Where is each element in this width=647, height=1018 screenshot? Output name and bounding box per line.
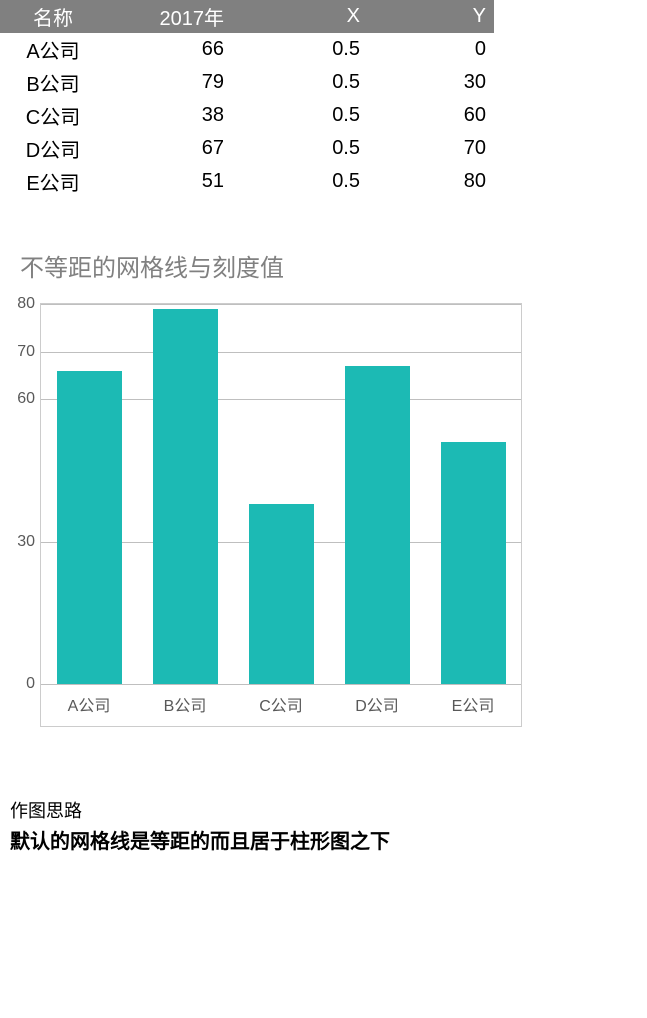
- table-cell: C公司: [0, 99, 106, 132]
- table-header-cell: 名称: [0, 0, 106, 33]
- table-row: C公司380.560: [0, 99, 494, 132]
- data-table: 名称2017年XY A公司660.50B公司790.530C公司380.560D…: [0, 0, 494, 198]
- table-cell: 67: [106, 132, 232, 165]
- table-header-cell: X: [232, 0, 368, 33]
- table-cell: 70: [368, 132, 494, 165]
- table-cell: 0: [368, 33, 494, 66]
- chart-bars: [41, 304, 521, 684]
- chart-x-tick-label: B公司: [153, 692, 218, 716]
- table-cell: 60: [368, 99, 494, 132]
- table-cell: 0.5: [232, 132, 368, 165]
- chart-bar: [441, 442, 506, 684]
- chart-y-tick-label: 70: [17, 343, 41, 361]
- table-cell: 79: [106, 66, 232, 99]
- chart-x-axis: A公司 B公司 C公司 D公司 E公司: [41, 684, 521, 716]
- chart-bar: [249, 504, 314, 685]
- table-header-cell: Y: [368, 0, 494, 33]
- table-row: D公司670.570: [0, 132, 494, 165]
- table-cell: 66: [106, 33, 232, 66]
- table-row: E公司510.580: [0, 165, 494, 198]
- bar-chart: 030607080 A公司 B公司 C公司 D公司 E公司: [40, 303, 522, 727]
- table-cell: 0.5: [232, 66, 368, 99]
- table-cell: 80: [368, 165, 494, 198]
- chart-gridline: [41, 684, 521, 685]
- table-cell: 0.5: [232, 99, 368, 132]
- table-cell: 0.5: [232, 165, 368, 198]
- chart-y-tick-label: 0: [26, 675, 41, 693]
- chart-title: 不等距的网格线与刻度值: [20, 248, 647, 283]
- chart-plot-area: 030607080: [41, 304, 521, 684]
- notes-body: 默认的网格线是等距的而且居于柱形图之下: [10, 825, 647, 854]
- table-cell: 0.5: [232, 33, 368, 66]
- table-cell: B公司: [0, 66, 106, 99]
- chart-x-tick-label: C公司: [249, 692, 314, 716]
- table-cell: 38: [106, 99, 232, 132]
- table-cell: 30: [368, 66, 494, 99]
- chart-x-tick-label: E公司: [441, 692, 506, 716]
- notes-section: 作图思路 默认的网格线是等距的而且居于柱形图之下: [10, 797, 647, 854]
- table-row: A公司660.50: [0, 33, 494, 66]
- table-cell: A公司: [0, 33, 106, 66]
- chart-bar: [345, 366, 410, 684]
- chart-y-tick-label: 80: [17, 295, 41, 313]
- chart-y-tick-label: 60: [17, 390, 41, 408]
- notes-heading: 作图思路: [10, 797, 647, 823]
- table-cell: E公司: [0, 165, 106, 198]
- chart-bar: [153, 309, 218, 684]
- chart-bar: [57, 371, 122, 685]
- table-cell: D公司: [0, 132, 106, 165]
- table-row: B公司790.530: [0, 66, 494, 99]
- chart-y-tick-label: 30: [17, 533, 41, 551]
- chart-x-tick-label: D公司: [345, 692, 410, 716]
- table-header-cell: 2017年: [106, 0, 232, 33]
- chart-x-tick-label: A公司: [57, 692, 122, 716]
- table-cell: 51: [106, 165, 232, 198]
